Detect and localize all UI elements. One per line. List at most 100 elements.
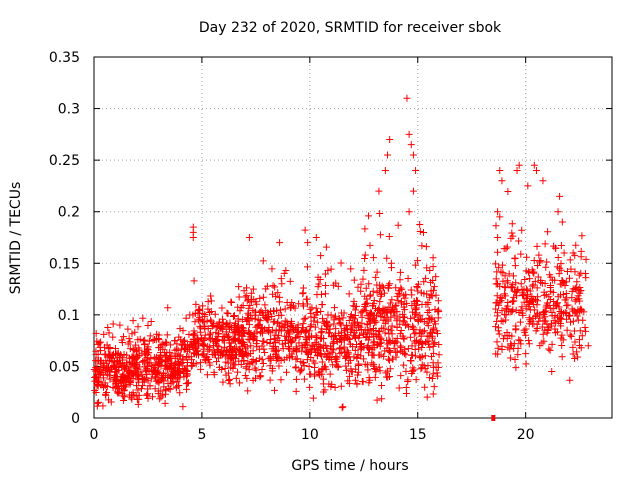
data-point <box>313 340 321 348</box>
data-point <box>353 302 361 310</box>
data-point <box>494 280 502 288</box>
data-point <box>274 289 282 297</box>
data-point <box>255 320 263 328</box>
data-point <box>423 264 431 272</box>
data-point <box>315 367 323 375</box>
data-point <box>255 345 263 353</box>
data-point <box>200 351 208 359</box>
data-point <box>434 314 442 322</box>
data-point <box>349 302 357 310</box>
data-point <box>272 327 280 335</box>
data-point <box>418 339 426 347</box>
data-point <box>408 351 416 359</box>
data-point <box>199 310 207 318</box>
data-point <box>426 343 434 351</box>
data-point <box>399 332 407 340</box>
data-point <box>492 260 500 268</box>
data-point <box>92 329 100 337</box>
y-tick-label: 0.35 <box>49 50 80 66</box>
data-point <box>515 336 523 344</box>
data-point <box>143 364 151 372</box>
data-point <box>299 284 307 292</box>
data-point <box>508 341 516 349</box>
data-point <box>270 386 278 394</box>
data-point <box>166 363 174 371</box>
data-point <box>493 317 501 325</box>
data-point <box>411 352 419 360</box>
data-point <box>157 341 165 349</box>
data-point <box>204 347 212 355</box>
data-point <box>226 375 234 383</box>
data-point <box>509 232 517 240</box>
data-point <box>147 375 155 383</box>
data-point <box>219 378 227 386</box>
data-point <box>300 302 308 310</box>
data-point <box>548 368 556 376</box>
data-point <box>226 323 234 331</box>
data-point <box>241 372 249 380</box>
data-point <box>495 330 503 338</box>
data-point <box>245 234 253 241</box>
data-point <box>293 355 301 363</box>
data-point <box>386 337 394 345</box>
data-point <box>95 398 103 406</box>
data-point <box>277 356 285 364</box>
data-point <box>428 292 436 300</box>
data-point <box>569 285 577 293</box>
data-point <box>158 375 166 383</box>
data-point <box>372 273 380 281</box>
data-point <box>383 306 391 314</box>
data-point <box>98 381 106 389</box>
data-point <box>566 274 574 282</box>
data-point <box>327 265 335 273</box>
data-point <box>249 347 257 355</box>
data-point <box>225 376 233 384</box>
data-point <box>508 332 516 340</box>
data-point <box>551 276 559 284</box>
data-point <box>342 366 350 374</box>
data-point <box>402 321 410 329</box>
data-point <box>424 362 432 370</box>
data-point <box>292 387 300 395</box>
data-point <box>287 337 295 345</box>
data-point <box>214 321 222 329</box>
data-point <box>120 333 128 341</box>
data-point <box>502 311 510 319</box>
data-point <box>187 362 195 370</box>
data-point <box>269 342 277 350</box>
data-point <box>234 317 242 325</box>
data-point <box>337 259 345 267</box>
data-point <box>410 297 418 305</box>
data-point <box>235 335 243 343</box>
data-point <box>569 307 577 315</box>
data-point <box>400 313 408 321</box>
data-point <box>140 356 148 364</box>
data-point <box>331 383 339 391</box>
data-point <box>264 313 272 321</box>
data-point <box>204 298 212 306</box>
data-point <box>381 313 389 321</box>
data-point <box>348 324 356 332</box>
x-tick-label: 15 <box>409 427 427 443</box>
data-point <box>313 345 321 353</box>
data-point <box>115 388 123 396</box>
data-point <box>400 335 408 343</box>
data-point <box>492 350 500 358</box>
data-point <box>393 335 401 343</box>
data-point <box>537 279 545 287</box>
data-point <box>569 249 577 257</box>
data-point <box>315 280 323 288</box>
data-point <box>511 356 519 364</box>
data-point <box>179 327 187 335</box>
data-point <box>246 331 254 339</box>
data-point <box>376 209 384 217</box>
data-point <box>561 282 569 290</box>
data-point <box>120 372 128 380</box>
data-point <box>407 357 415 365</box>
data-point <box>266 340 274 348</box>
data-point <box>91 377 99 385</box>
data-point <box>428 375 436 383</box>
data-point <box>183 385 191 393</box>
data-point <box>361 251 369 259</box>
data-point <box>540 288 548 296</box>
